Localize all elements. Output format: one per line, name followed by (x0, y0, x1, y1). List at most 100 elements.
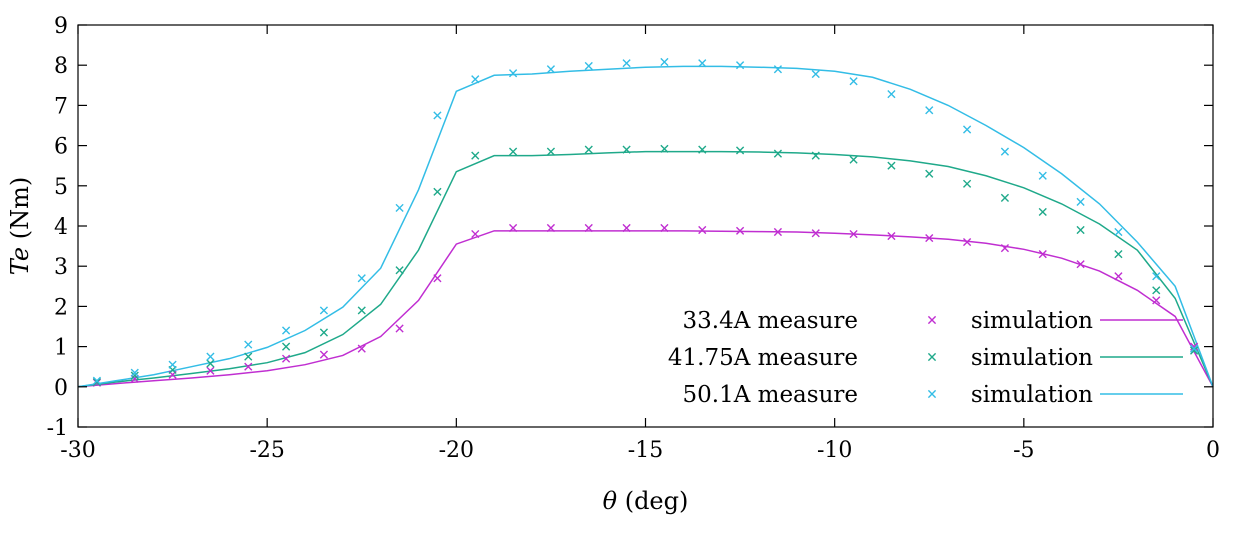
measure-point-33-4a (925, 233, 934, 243)
x-tick-labels: -30 -25 -20 -15 -10 -5 0 (60, 438, 1220, 463)
legend-row-50-1a: 50.1A measure simulation (683, 382, 1094, 408)
measure-point-33-4a (735, 226, 745, 235)
y-tick-labels: -1 0 1 2 3 4 5 6 7 8 9 (47, 14, 68, 441)
measure-point-41-75a (660, 144, 669, 153)
x-tick-label: -5 (1013, 438, 1034, 463)
measure-point-33-4a (546, 223, 556, 233)
y-tick-label: 0 (54, 376, 68, 401)
measure-point-41-75a (319, 328, 329, 337)
measure-point-50-1a (849, 77, 858, 86)
measure-point-50-1a (168, 360, 177, 369)
measure-point-41-75a (357, 306, 366, 315)
y-tick-label: 5 (54, 175, 68, 200)
measure-point-41-75a (849, 155, 858, 164)
y-axis-unit: (Nm) (6, 177, 34, 247)
legend-measure-mark-50-1a (927, 389, 937, 399)
y-tick-label: 3 (54, 255, 68, 280)
measure-point-33-4a (660, 223, 669, 233)
x-tick-label: -10 (817, 438, 852, 463)
y-axis-label: Te (Nm) (6, 177, 34, 275)
measure-point-41-75a (735, 146, 745, 155)
measure-point-41-75a (773, 149, 783, 158)
measure-point-33-4a (1152, 296, 1161, 305)
measure-point-50-1a (508, 69, 518, 78)
measure-point-41-75a (92, 377, 102, 387)
measure-point-50-1a (546, 65, 556, 74)
measure-point-50-1a (698, 59, 707, 68)
legend-measure-mark-33-4a (927, 315, 937, 325)
measure-point-41-75a (281, 342, 291, 351)
legend-row-41-75a: 41.75A measure simulation (668, 345, 1093, 371)
x-tick-label: -30 (60, 438, 95, 463)
measure-point-41-75a (811, 151, 820, 160)
measure-point-50-1a (319, 306, 329, 315)
y-tick-label: -1 (47, 416, 68, 441)
x-axis-label: θ (deg) (603, 487, 689, 515)
simulation-line-41-75a (77, 150, 1214, 388)
measure-point-41-75a (1152, 286, 1161, 295)
measure-point-33-4a (357, 344, 366, 353)
measure-point-50-1a (962, 125, 972, 134)
measure-point-50-1a (1000, 147, 1010, 156)
x-tick-label: -20 (439, 438, 474, 463)
measure-point-33-4a (1000, 244, 1010, 253)
measure-point-41-75a (1114, 250, 1123, 259)
measure-point-50-1a (357, 274, 366, 283)
legend-row-33-4a: 33.4A measure simulation (683, 308, 1094, 334)
legend-measure-label-33-4a: 33.4A measure (683, 308, 859, 334)
x-tick-label: -15 (628, 438, 663, 463)
measure-point-50-1a (887, 90, 896, 99)
measure-point-41-75a (471, 151, 480, 160)
measure-point-50-1a (1038, 171, 1047, 180)
measure-point-50-1a (130, 368, 139, 377)
measure-point-50-1a (925, 106, 934, 115)
measure-point-50-1a (660, 57, 669, 67)
measure-point-50-1a (433, 111, 442, 120)
measure-point-41-75a (925, 169, 934, 178)
measure-point-41-75a (395, 266, 404, 275)
legend-simulation-label-41-75a: simulation (971, 345, 1093, 371)
y-axis-symbol: Te (6, 247, 34, 275)
y-tick-label: 2 (54, 295, 68, 320)
measure-point-41-75a (1000, 193, 1010, 202)
measure-point-33-4a (698, 225, 707, 235)
measurement-points (92, 57, 1199, 387)
measure-point-33-4a (962, 237, 972, 247)
measure-point-50-1a (1114, 227, 1123, 237)
legend-measure-label-50-1a: 50.1A measure (683, 382, 859, 408)
simulation-line-33-4a (77, 230, 1214, 388)
legend-measure-label-41-75a: 41.75A measure (668, 345, 858, 371)
measure-point-33-4a (887, 231, 896, 241)
measure-point-50-1a (395, 203, 404, 213)
measure-point-33-4a (811, 229, 820, 238)
measure-point-33-4a (508, 223, 518, 233)
measure-point-41-75a (508, 147, 518, 156)
legend-measure-mark-41-75a (927, 352, 937, 362)
measure-point-33-4a (130, 374, 139, 383)
y-tick-label: 4 (54, 215, 68, 240)
measure-point-50-1a (773, 65, 783, 74)
measure-point-41-75a (1189, 346, 1199, 355)
measure-point-33-4a (1038, 250, 1047, 259)
measure-point-50-1a (92, 376, 102, 385)
measure-point-33-4a (281, 354, 291, 363)
measure-point-33-4a (395, 324, 404, 333)
x-axis-symbol: θ (603, 487, 618, 515)
legend-simulation-label-33-4a: simulation (971, 308, 1093, 334)
measure-point-33-4a (1076, 260, 1085, 269)
measure-point-50-1a (281, 326, 291, 335)
axis-ticks (77, 24, 1214, 428)
measure-point-33-4a (319, 350, 329, 359)
measure-point-50-1a (1076, 197, 1085, 206)
y-tick-label: 8 (54, 54, 68, 79)
measure-point-41-75a (622, 145, 631, 154)
y-tick-label: 1 (54, 336, 68, 361)
measure-point-33-4a (206, 366, 215, 375)
measure-point-33-4a (1114, 272, 1123, 281)
measure-point-33-4a (471, 229, 480, 239)
legend: 33.4A measure simulation 41.75A measure … (668, 308, 1183, 408)
measure-point-50-1a (1152, 272, 1161, 281)
measure-point-41-75a (962, 179, 972, 188)
plot-area (77, 57, 1214, 388)
